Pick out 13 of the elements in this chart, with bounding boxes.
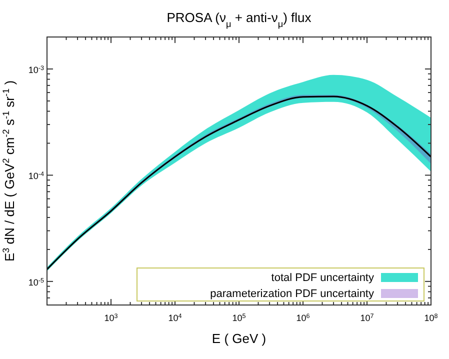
x-axis-title: E ( GeV ) bbox=[212, 331, 266, 346]
x-tick-label: 10$^{4}$ bbox=[168, 312, 182, 323]
x-tick-label: 10$^{8}$ bbox=[424, 312, 438, 323]
x-tick-label: 10$^{7}$ bbox=[360, 312, 374, 323]
chart-title: PROSA (ν$_{μ}$ + anti-ν$_{μ}$) flux bbox=[166, 10, 312, 29]
legend-label: total PDF uncertainty bbox=[271, 272, 374, 284]
y-tick-label: 10$^{-4}$ bbox=[28, 170, 44, 182]
x-tick-label: 10$^{5}$ bbox=[232, 312, 246, 323]
x-tick-label: 10$^{3}$ bbox=[104, 312, 118, 323]
y-tick-label: 10$^{-5}$ bbox=[28, 276, 44, 288]
x-tick-label: 10$^{6}$ bbox=[296, 312, 310, 323]
y-tick-label: 10$^{-3}$ bbox=[28, 64, 44, 75]
legend-label: parameterization PDF uncertainty bbox=[210, 288, 374, 300]
